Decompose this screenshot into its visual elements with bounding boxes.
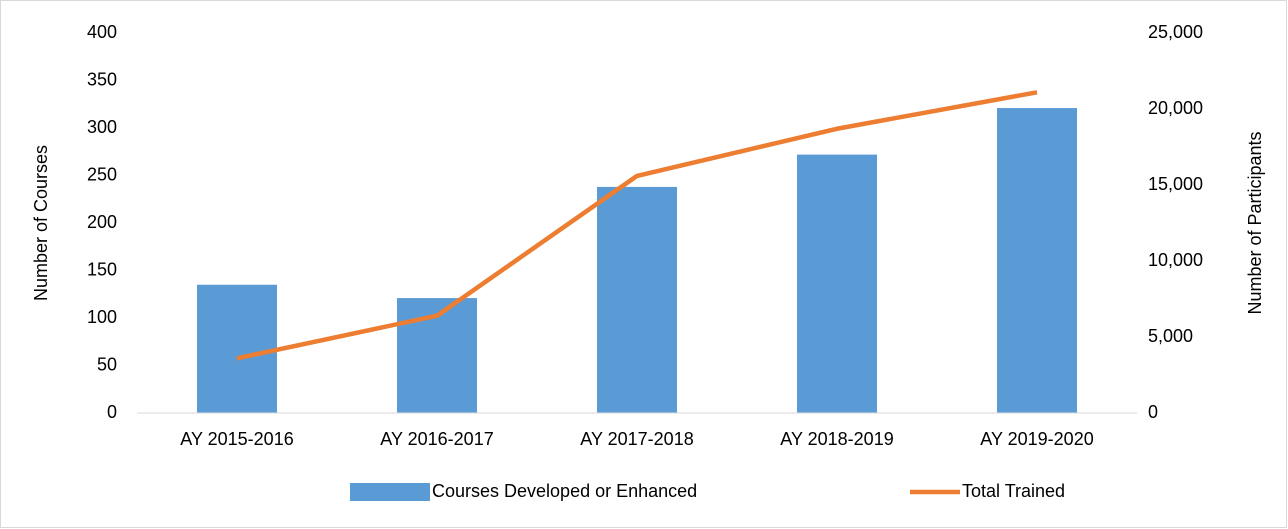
y-tick-label: 350 xyxy=(87,69,117,89)
bar xyxy=(997,108,1077,414)
bar xyxy=(597,186,677,413)
y-tick-label: 100 xyxy=(87,307,117,327)
y-tick-label: 400 xyxy=(87,22,117,42)
y-tick-label: 0 xyxy=(107,402,117,422)
legend-label: Courses Developed or Enhanced xyxy=(432,481,697,501)
x-tick-label: AY 2016-2017 xyxy=(380,429,493,449)
y2-tick-label: 0 xyxy=(1148,402,1158,422)
x-tick-label: AY 2017-2018 xyxy=(580,429,693,449)
x-tick-label: AY 2019-2020 xyxy=(980,429,1093,449)
y2-tick-label: 15,000 xyxy=(1148,174,1203,194)
y2-tick-label: 10,000 xyxy=(1148,250,1203,270)
y2-tick-label: 5,000 xyxy=(1148,326,1193,346)
y-tick-label: 200 xyxy=(87,212,117,232)
y-axis-label: Number of Courses xyxy=(31,145,51,301)
bar xyxy=(197,284,277,413)
y2-tick-label: 20,000 xyxy=(1148,98,1203,118)
y-tick-label: 300 xyxy=(87,117,117,137)
y-tick-label: 150 xyxy=(87,259,117,279)
line xyxy=(236,90,1038,361)
bar xyxy=(797,154,877,413)
y-tick-label: 50 xyxy=(97,354,117,374)
y2-tick-label: 25,000 xyxy=(1148,22,1203,42)
y2-axis-label: Number of Participants xyxy=(1245,131,1265,314)
y-tick-label: 250 xyxy=(87,164,117,184)
x-tick-label: AY 2015-2016 xyxy=(180,429,293,449)
x-tick-label: AY 2018-2019 xyxy=(780,429,893,449)
legend-swatch xyxy=(350,483,430,501)
legend-label: Total Trained xyxy=(962,481,1065,501)
